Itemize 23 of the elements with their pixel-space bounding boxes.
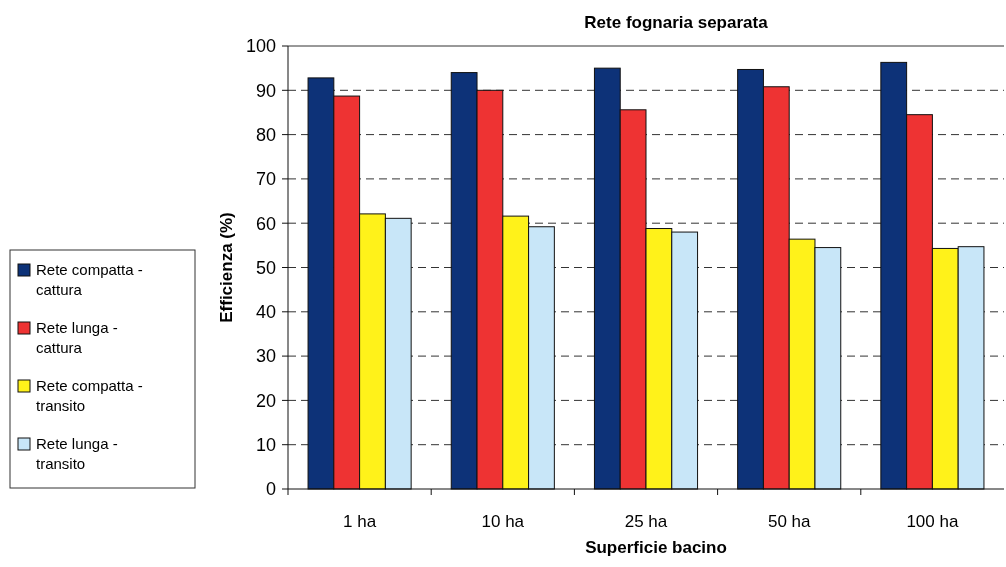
x-tick-label: 100 ha (906, 512, 959, 531)
x-tick-label: 1 ha (343, 512, 377, 531)
y-tick-label: 100 (245, 36, 276, 57)
chart-title: Rete fognaria separata (584, 13, 769, 32)
y-tick-label: 20 (255, 390, 276, 411)
y-tick-label: 10 (255, 435, 276, 455)
y-axis-title: Efficienza (%) (217, 212, 236, 323)
y-tick-label: 60 (255, 213, 276, 234)
x-axis-title: Superficie bacino (585, 538, 727, 557)
legend-label: Rete lunga - cattura (36, 319, 118, 356)
legend-label: Rete compatta - cattura (36, 261, 143, 298)
x-tick-label: 25 ha (624, 512, 668, 531)
y-tick-label: 50 (255, 257, 276, 278)
legend-label: Rete lunga - transito (36, 435, 118, 472)
y-tick-label: 30 (255, 346, 276, 367)
x-tick-label: 10 ha (481, 512, 525, 531)
y-tick-label: 70 (255, 169, 276, 190)
y-tick-label: 80 (255, 124, 276, 145)
y-tick-label: 90 (255, 80, 276, 101)
y-tick-label: 0 (265, 479, 276, 500)
legend-label: Rete compatta - transito (36, 377, 143, 414)
y-tick-label: 40 (255, 302, 276, 323)
x-tick-label: 50 ha (767, 512, 812, 531)
